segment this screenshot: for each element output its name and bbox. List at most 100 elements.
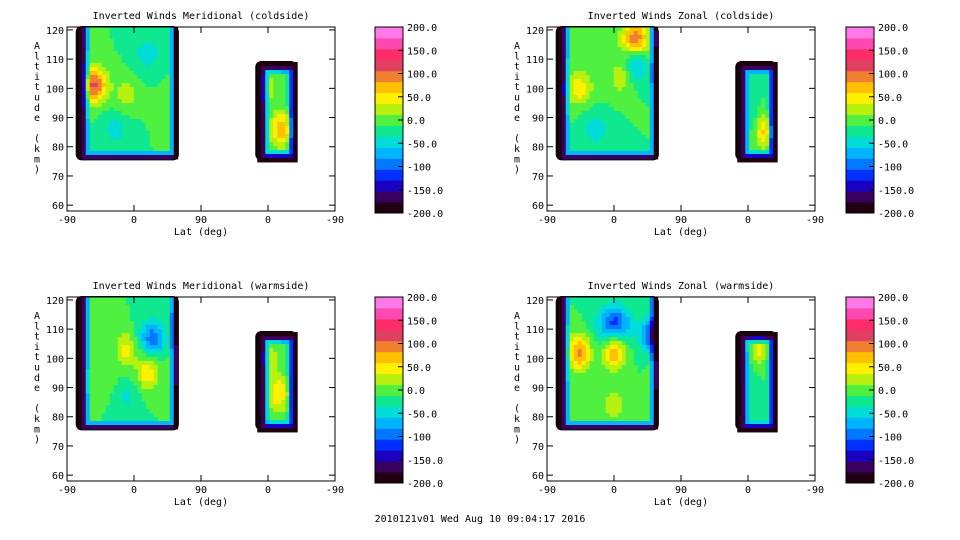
field-cell	[633, 71, 639, 76]
field-cell	[589, 365, 595, 370]
colorbar-label: 0.0	[878, 116, 896, 127]
field-cell	[113, 405, 119, 410]
field-cell	[605, 47, 611, 52]
field-cell	[653, 135, 659, 140]
field-cell	[629, 325, 635, 330]
field-cell	[601, 381, 607, 386]
field-cell	[273, 150, 278, 155]
field-cell	[613, 55, 619, 60]
field-cell	[269, 344, 274, 349]
field-cell	[145, 67, 151, 72]
field-cell	[613, 103, 619, 108]
field-cell	[261, 416, 266, 421]
field-cell	[105, 119, 111, 124]
colorbar-label: -100	[407, 433, 431, 444]
field-cell	[605, 401, 611, 406]
field-cell	[761, 130, 766, 135]
field-cell	[753, 130, 758, 135]
field-cell	[113, 333, 119, 338]
field-cell	[137, 99, 143, 104]
field-cell	[605, 313, 611, 318]
field-cell	[773, 332, 778, 337]
field-cell	[165, 39, 171, 44]
field-cell	[557, 99, 563, 104]
field-cell	[557, 353, 563, 358]
field-cell	[769, 142, 774, 147]
field-cell	[117, 127, 123, 132]
field-cell	[649, 381, 655, 386]
colorbar-label: -150.0	[878, 186, 914, 197]
field-cell	[741, 332, 746, 337]
field-cell	[645, 349, 651, 354]
field-cell	[621, 107, 627, 112]
field-cell	[745, 74, 750, 79]
field-cell	[129, 337, 135, 342]
field-cell	[609, 377, 615, 382]
field-cell	[293, 348, 298, 353]
field-cell	[169, 405, 175, 410]
field-cell	[137, 83, 143, 88]
field-cell	[145, 155, 151, 160]
field-cell	[173, 135, 179, 140]
field-cell	[145, 95, 151, 100]
field-cell	[81, 389, 87, 394]
field-cell	[753, 142, 758, 147]
field-cell	[597, 43, 603, 48]
field-cell	[761, 344, 766, 349]
field-cell	[741, 90, 746, 95]
field-cell	[629, 75, 635, 80]
field-cell	[769, 74, 774, 79]
field-cell	[773, 114, 778, 119]
field-cell	[273, 158, 278, 163]
field-cell	[293, 74, 298, 79]
field-cell	[609, 87, 615, 92]
field-cell	[145, 131, 151, 136]
field-cell	[573, 369, 579, 374]
field-cell	[105, 389, 111, 394]
field-cell	[629, 127, 635, 132]
field-cell	[649, 155, 655, 160]
field-cell	[745, 130, 750, 135]
colorbar-label: -100	[878, 433, 902, 444]
field-cell	[93, 131, 99, 136]
field-cell	[133, 67, 139, 72]
field-cell	[745, 340, 750, 345]
field-cell	[153, 309, 159, 314]
field-cell	[605, 95, 611, 100]
field-cell	[145, 373, 151, 378]
field-cell	[649, 131, 655, 136]
field-cell	[765, 142, 770, 147]
field-cell	[97, 55, 103, 60]
field-cell	[629, 99, 635, 104]
field-cell	[273, 352, 278, 357]
field-cell	[93, 83, 99, 88]
field-cell	[153, 111, 159, 116]
field-cell	[261, 150, 266, 155]
field-cell	[753, 408, 758, 413]
field-cell	[257, 82, 262, 87]
field-cell	[157, 329, 163, 334]
field-cell	[93, 361, 99, 366]
field-cell	[641, 31, 647, 36]
field-cell	[737, 368, 742, 373]
colorbar-label: -50.0	[407, 139, 437, 150]
field-cell	[101, 397, 107, 402]
field-cell	[629, 317, 635, 322]
field-cell	[593, 119, 599, 124]
field-cell	[577, 27, 583, 32]
field-cell	[589, 155, 595, 160]
field-cell	[633, 305, 639, 310]
field-cell	[597, 99, 603, 104]
field-cell	[593, 421, 599, 426]
field-cell	[81, 119, 87, 124]
field-cell	[137, 151, 143, 156]
field-cell	[265, 360, 270, 365]
field-cell	[653, 381, 659, 386]
field-cell	[609, 75, 615, 80]
field-cell	[637, 43, 643, 48]
field-cell	[157, 51, 163, 56]
field-cell	[117, 337, 123, 342]
field-cell	[101, 329, 107, 334]
field-cell	[561, 297, 567, 302]
y-tick-label: 80	[532, 413, 544, 424]
